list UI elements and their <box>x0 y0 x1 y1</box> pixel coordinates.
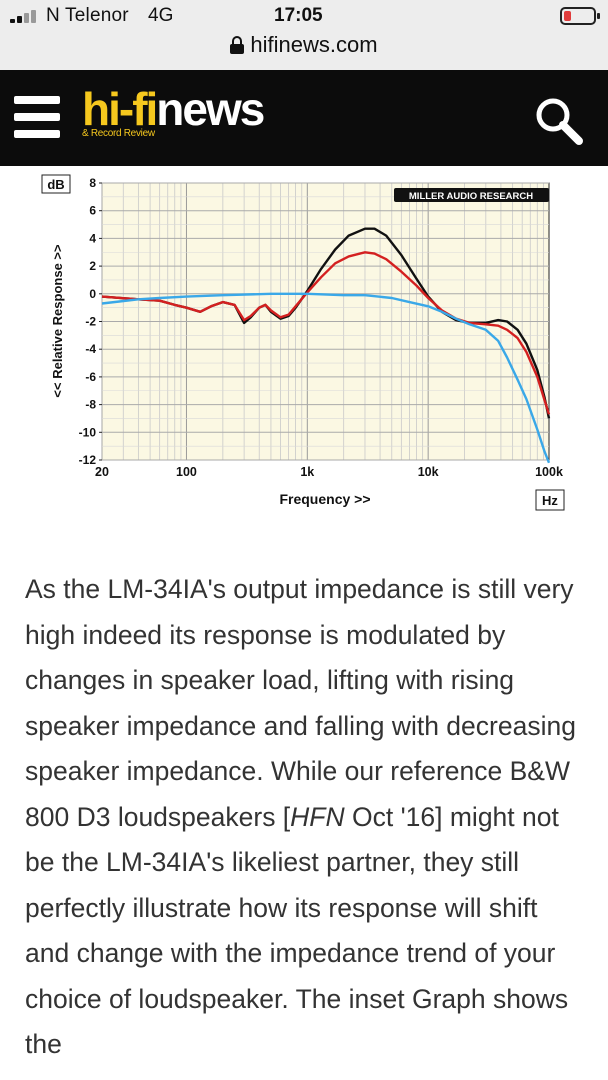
carrier-name: N Telenor <box>46 5 129 26</box>
y-tick-label: -4 <box>85 342 96 356</box>
y-tick-label: 0 <box>89 287 96 301</box>
article-text-part2: Oct '16] might not be the LM-34IA's like… <box>25 801 569 1060</box>
network-type: 4G <box>148 5 174 26</box>
logo-news: news <box>156 83 265 135</box>
x-tick-label: 20 <box>95 465 109 479</box>
search-icon[interactable] <box>532 94 584 146</box>
x-tick-label: 100k <box>535 465 563 479</box>
chart-grid <box>101 182 549 461</box>
y-tick-label: 8 <box>89 176 96 190</box>
x-axis-ticks: 20 100 1k 10k 100k <box>95 465 563 479</box>
lock-icon <box>230 36 245 54</box>
article-paragraph: As the LM-34IA's output impedance is sti… <box>25 567 585 1068</box>
article-reference: HFN <box>290 801 345 832</box>
chart-series <box>101 227 551 464</box>
article-text-part1: As the LM-34IA's output impedance is sti… <box>25 574 576 832</box>
x-axis-label: Frequency >> <box>279 491 370 507</box>
y-tick-label: 2 <box>89 259 96 273</box>
y-tick-label: -6 <box>85 370 96 384</box>
series-line-blue <box>101 292 551 464</box>
brand-label: MILLER AUDIO RESEARCH <box>409 191 533 202</box>
db-unit-box <box>41 174 71 194</box>
y-tick-label: 4 <box>89 231 96 245</box>
y-tick-label: -8 <box>85 398 96 412</box>
x-tick-label: 100 <box>176 465 197 479</box>
y-tick-label: -2 <box>85 315 96 329</box>
url-text[interactable]: hifinews.com <box>250 32 378 57</box>
x-tick-label: 1k <box>300 465 314 479</box>
logo-subtitle: & Record Review <box>82 128 155 139</box>
series-line-red <box>101 251 551 415</box>
status-time: 17:05 <box>274 5 323 26</box>
y-axis-ticks: 8 6 4 2 0 -2 -4 -6 -8 -10 -12 <box>79 176 102 467</box>
site-header <box>0 70 608 166</box>
site-logo[interactable]: hi-finews & Record Review <box>82 82 265 142</box>
battery-icon <box>560 7 600 25</box>
y-tick-label: -10 <box>79 425 97 439</box>
y-tick-label: 6 <box>89 204 96 218</box>
address-bar[interactable]: hifinews.com <box>0 32 608 62</box>
hz-unit-box <box>535 489 565 511</box>
x-tick-label: 10k <box>418 465 439 479</box>
signal-strength-icon <box>10 9 40 23</box>
y-unit-label: dB <box>47 177 64 192</box>
y-tick-label: -12 <box>79 453 97 467</box>
x-unit-label: Hz <box>542 493 558 508</box>
brand-badge <box>394 188 549 202</box>
browser-status-bar: N Telenor 4G 17:05 hifinews.com <box>0 0 608 70</box>
y-axis-label: << Relative Response >> <box>50 244 65 398</box>
menu-icon[interactable] <box>14 96 60 138</box>
logo-hifi: hi-fi <box>82 83 158 135</box>
